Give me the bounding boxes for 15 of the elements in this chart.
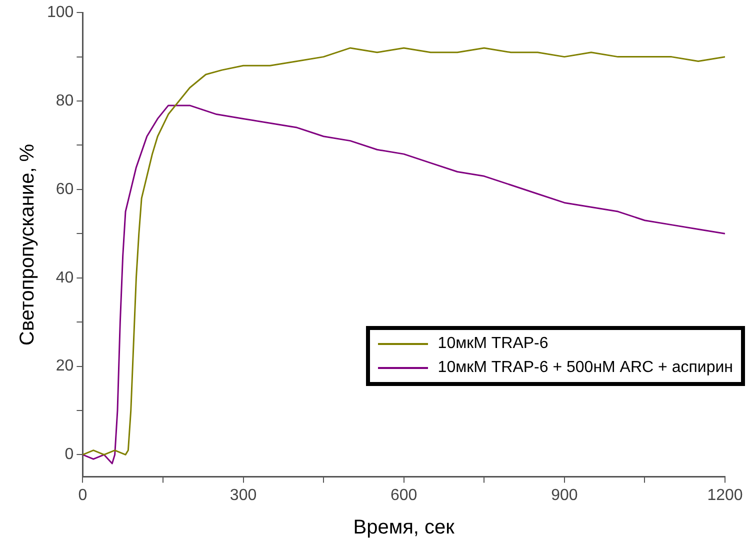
- legend-label: 10мкМ TRAP-6 + 500нМ ARC + аспирин: [438, 358, 733, 378]
- x-tick-label: 900: [551, 486, 578, 504]
- y-tick-label: 0: [64, 446, 74, 464]
- x-tick-label: 600: [390, 486, 418, 504]
- y-tick-label: 20: [56, 358, 74, 375]
- x-tick-label: 300: [230, 486, 257, 504]
- x-axis-title: Время, сек: [353, 516, 455, 539]
- y-axis-title: Светопропускание, %: [16, 144, 39, 346]
- y-tick-label: 80: [56, 92, 74, 110]
- y-tick-label: 40: [56, 269, 74, 286]
- x-tick-label: 0: [78, 486, 88, 504]
- x-tick-label: 1200: [707, 486, 743, 504]
- legend-label: 10мкМ TRAP-6: [438, 334, 548, 354]
- y-tick-label: 60: [56, 180, 74, 198]
- y-tick-label: 100: [46, 4, 74, 22]
